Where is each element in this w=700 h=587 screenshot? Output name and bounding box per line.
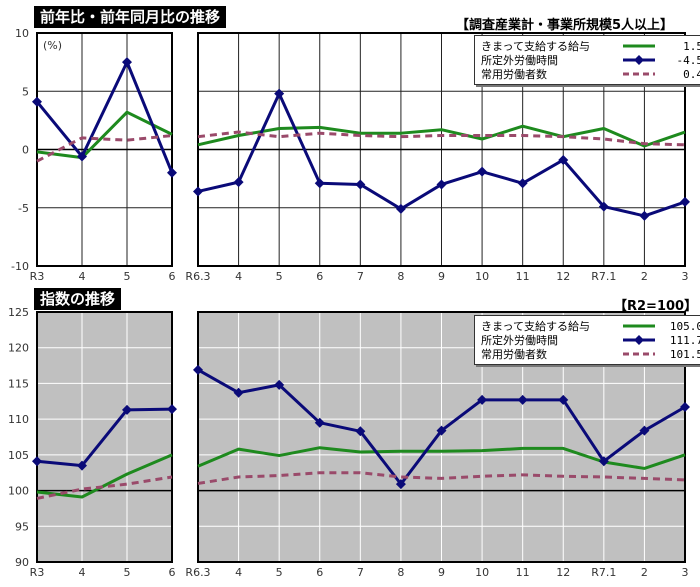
svg-text:9: 9 bbox=[438, 270, 445, 283]
svg-text:R6.3: R6.3 bbox=[185, 270, 210, 283]
svg-text:95: 95 bbox=[15, 520, 29, 533]
svg-text:11: 11 bbox=[516, 566, 530, 579]
svg-text:5: 5 bbox=[276, 270, 283, 283]
svg-text:5: 5 bbox=[22, 85, 29, 98]
svg-text:3: 3 bbox=[682, 566, 689, 579]
svg-text:6: 6 bbox=[316, 270, 323, 283]
svg-text:2: 2 bbox=[641, 566, 648, 579]
svg-text:11: 11 bbox=[516, 270, 530, 283]
top-chart-note: 【調査産業計・事業所規模5人以上】 bbox=[456, 18, 674, 33]
svg-text:90: 90 bbox=[15, 556, 29, 569]
svg-text:8: 8 bbox=[397, 566, 404, 579]
legend-item-employees: 常用労働者数 0.4 bbox=[481, 67, 700, 82]
svg-text:3: 3 bbox=[682, 270, 689, 283]
svg-text:120: 120 bbox=[8, 342, 29, 355]
svg-text:12: 12 bbox=[556, 566, 570, 579]
svg-text:10: 10 bbox=[475, 270, 489, 283]
svg-text:8: 8 bbox=[397, 270, 404, 283]
svg-text:4: 4 bbox=[79, 270, 86, 283]
svg-text:5: 5 bbox=[124, 270, 131, 283]
svg-text:100: 100 bbox=[8, 485, 29, 498]
svg-text:115: 115 bbox=[8, 377, 29, 390]
svg-text:R3: R3 bbox=[30, 566, 45, 579]
svg-text:10: 10 bbox=[15, 27, 29, 40]
top-legend: きまって支給する給与 1.5 所定外労働時間 -4.5 常用労働者数 0.4 bbox=[474, 35, 700, 85]
svg-text:6: 6 bbox=[169, 270, 176, 283]
legend-item-overtime: 所定外労働時間 111.7 bbox=[481, 333, 700, 348]
svg-text:(%): (%) bbox=[43, 39, 62, 52]
svg-text:7: 7 bbox=[357, 566, 364, 579]
svg-text:7: 7 bbox=[357, 270, 364, 283]
legend-item-overtime: 所定外労働時間 -4.5 bbox=[481, 53, 700, 68]
svg-text:5: 5 bbox=[276, 566, 283, 579]
svg-text:6: 6 bbox=[169, 566, 176, 579]
svg-text:2: 2 bbox=[641, 270, 648, 283]
svg-text:125: 125 bbox=[8, 306, 29, 319]
svg-text:R6.3: R6.3 bbox=[185, 566, 210, 579]
svg-text:105: 105 bbox=[8, 449, 29, 462]
svg-text:R7.1: R7.1 bbox=[591, 270, 616, 283]
legend-item-employees: 常用労働者数 101.5 bbox=[481, 347, 700, 362]
svg-text:110: 110 bbox=[8, 413, 29, 426]
svg-text:R3: R3 bbox=[30, 270, 45, 283]
legend-item-wage: きまって支給する給与 1.5 bbox=[481, 39, 700, 54]
bottom-chart-title: 指数の推移 bbox=[34, 288, 122, 310]
svg-text:4: 4 bbox=[235, 270, 242, 283]
svg-text:0: 0 bbox=[22, 144, 29, 157]
svg-text:6: 6 bbox=[316, 566, 323, 579]
svg-text:-5: -5 bbox=[18, 202, 29, 215]
top-chart-title: 前年比・前年同月比の推移 bbox=[34, 6, 227, 28]
svg-text:4: 4 bbox=[235, 566, 242, 579]
legend-item-wage: きまって支給する給与 105.0 bbox=[481, 319, 700, 334]
bottom-legend: きまって支給する給与 105.0 所定外労働時間 111.7 常用労働者数 101.5 bbox=[474, 315, 700, 365]
svg-text:-10: -10 bbox=[11, 260, 29, 273]
svg-text:4: 4 bbox=[79, 566, 86, 579]
svg-text:10: 10 bbox=[475, 566, 489, 579]
svg-text:12: 12 bbox=[556, 270, 570, 283]
svg-text:9: 9 bbox=[438, 566, 445, 579]
svg-text:R7.1: R7.1 bbox=[591, 566, 616, 579]
svg-text:5: 5 bbox=[124, 566, 131, 579]
bottom-chart-note: 【R2=100】 bbox=[614, 299, 698, 314]
